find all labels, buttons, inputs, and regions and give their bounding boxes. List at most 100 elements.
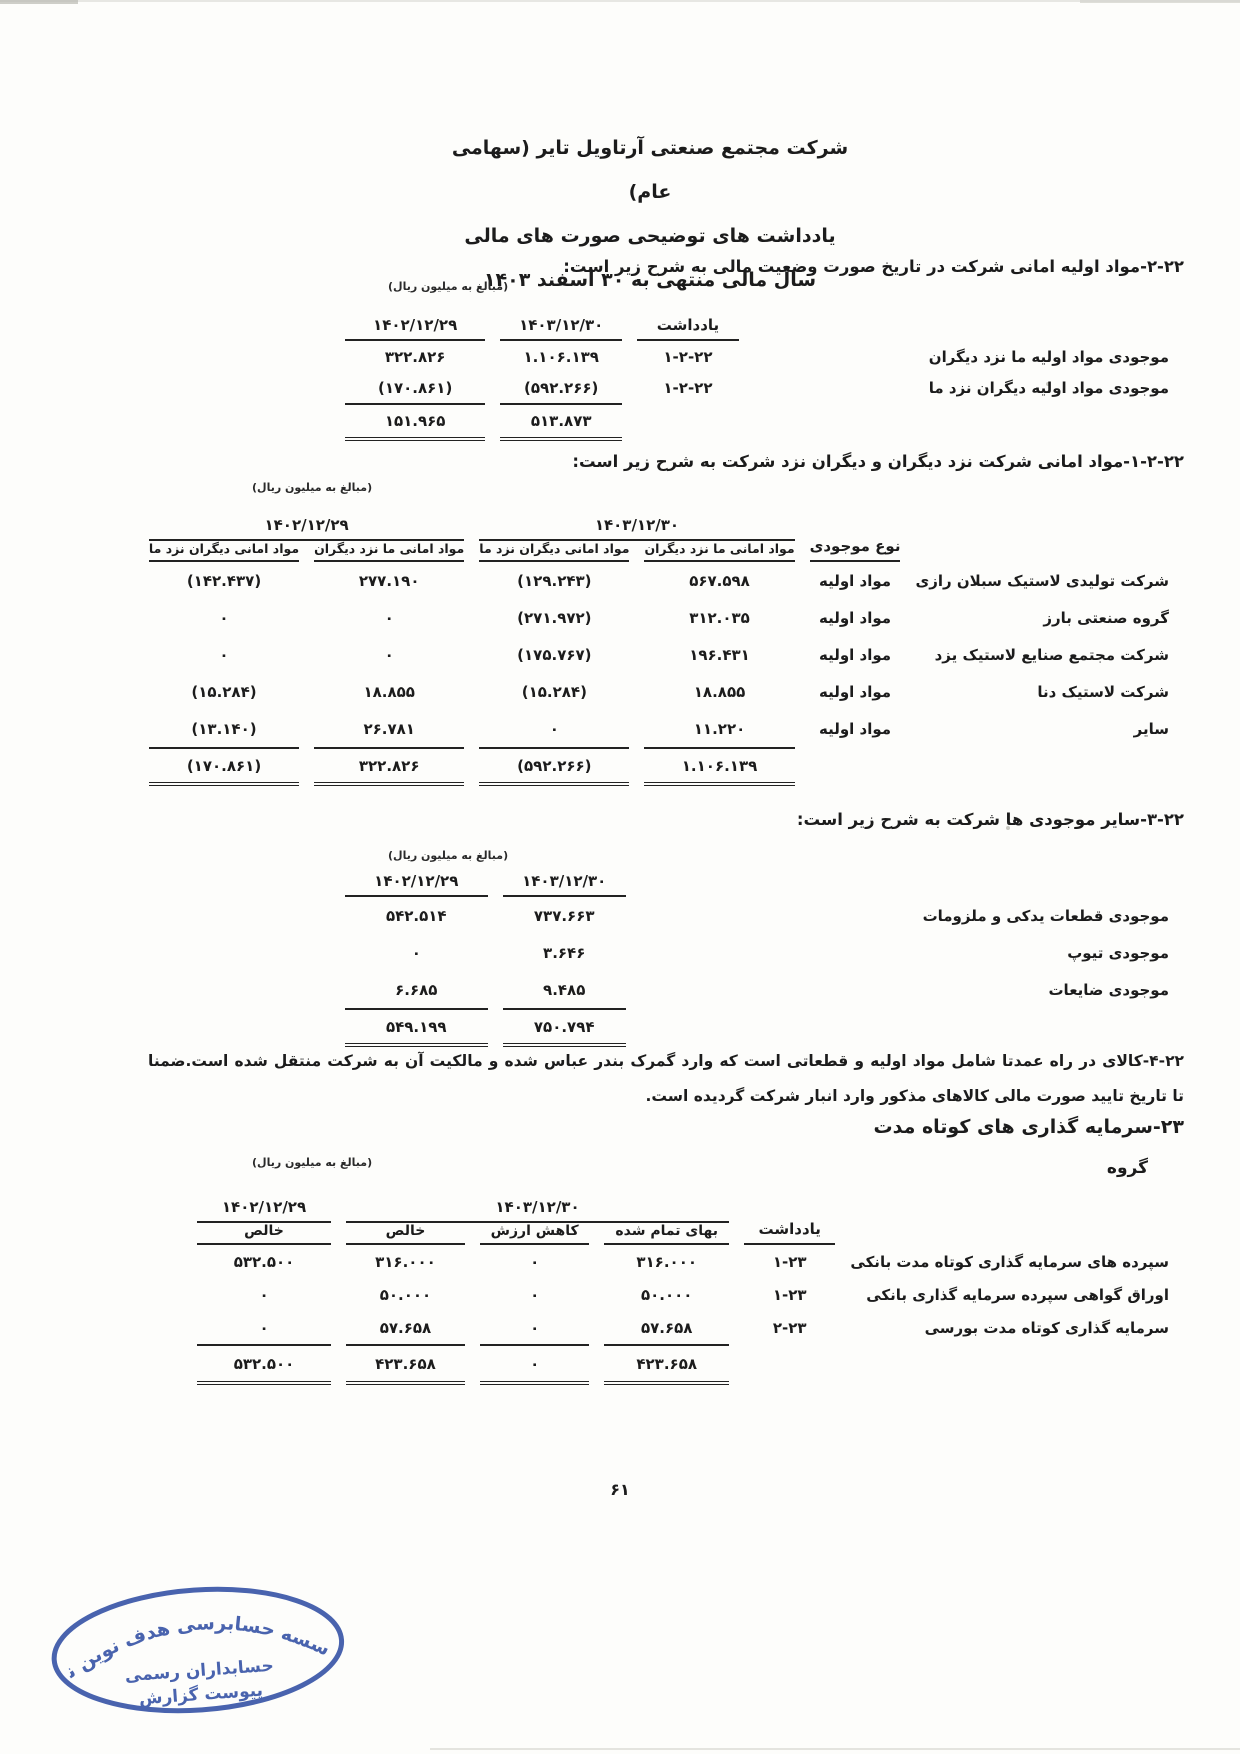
amount: (۱۲۹.۲۴۳) [517,571,592,590]
amount: ۱۸.۸۵۵ [693,682,746,701]
total-amount: ۱.۱۰۶.۱۳۹ [644,747,795,786]
amount-net: ۵۷.۶۵۸ [379,1318,432,1337]
subheader-theirs-1403: مواد امانی دیگران نزد ما [479,541,630,562]
empty-cell [744,1344,835,1385]
page-number: ۶۱ [610,1480,630,1499]
empty-cell [754,403,1169,441]
amount: ۱۹۶.۴۳۱ [689,645,750,664]
total-amount: (۵۹۲.۲۶۶) [479,747,630,786]
amount: (۱۵.۲۸۴) [191,682,257,701]
amount-1403: ۷۳۷.۶۶۳ [533,906,595,925]
amounts-unit-note: (مبالغ به میلیون ریال) [388,280,509,293]
amount-impairment: ۰ [530,1285,540,1304]
scan-edge-artifact [430,1748,1240,1750]
table-row: موجودی ضایعات ۹.۴۸۵ ۶.۶۸۵ [345,971,1169,1008]
amount-1403: ۹.۴۸۵ [543,980,586,999]
total-1403: ۷۵۰.۷۹۴ [502,1008,626,1047]
amount-net: ۵۰.۰۰۰ [379,1285,432,1304]
total-1402: ۱۵۱.۹۶۵ [345,403,486,441]
table-total-row: ۵۱۳.۸۷۳ ۱۵۱.۹۶۵ [345,403,1169,441]
table-subheader-row: مواد امانی ما نزد دیگران مواد امانی دیگر… [148,541,1169,562]
empty-header [641,872,1169,897]
empty-cell [915,747,1169,786]
table-group-header-row: یادداشت ۱۴۰۳/۱۲/۳۰ ۱۴۰۲/۱۲/۲۹ [197,1188,1169,1245]
inventory-type: مواد اولیه [819,645,892,664]
scan-speck [1006,826,1010,830]
row-label: موجودی ضایعات [1048,980,1169,999]
table-row: گروه صنعتی بارز مواد اولیه ۳۱۲.۰۳۵ (۲۷۱.… [149,599,1169,636]
scan-smudge [0,0,78,4]
amount-impairment: ۰ [530,1252,540,1271]
table-row: شرکت مجتمع صنایع لاستیک یزد مواد اولیه ۱… [149,636,1169,673]
amount: (۱۳.۱۴۰) [191,719,257,738]
amount: ۰ [384,645,394,664]
note-ref: ۱-۲-۲۲ [663,347,713,366]
note-22-2-1-title: ۱-۲-۲۲-مواد امانی شرکت نزد دیگران و دیگر… [572,452,1184,471]
date-column-header-1402: ۱۴۰۲/۱۲/۲۹ [345,316,486,341]
fiscal-period: سال مالی منتهی به ۳۰ اسفند ۱۴۰۳ [483,269,817,291]
empty-cell [850,1344,1169,1385]
auditor-stamp: موسسه حسابرسی هدف نوین نگر حسابداران رسم… [41,1570,345,1714]
note-22-4-paragraph: ۴-۲۲-کالای در راه عمدتا شامل مواد اولیه … [148,1052,1184,1105]
total-impairment: ۰ [479,1344,590,1385]
amount: ۰ [219,608,229,627]
scan-smudge [1080,0,1240,3]
row-label: موجودی قطعات یدکی و ملزومات [922,906,1169,925]
amount: (۱۵.۲۸۴) [521,682,587,701]
total-cost: ۴۲۳.۶۵۸ [604,1344,729,1385]
note-ref: ۲-۲۳ [772,1318,807,1337]
subheader-theirs-1402: مواد امانی دیگران نزد ما [148,541,300,562]
note-ref: ۱-۲۳ [772,1285,807,1304]
amount-net-prior: ۰ [259,1285,269,1304]
note-ref: ۱-۲۳ [772,1252,807,1271]
note-22-2-table: یادداشت ۱۴۰۳/۱۲/۳۰ ۱۴۰۲/۱۲/۲۹ موجودی موا… [330,316,1184,441]
table-header-row: یادداشت ۱۴۰۳/۱۲/۳۰ ۱۴۰۲/۱۲/۲۹ [345,316,1169,341]
inventory-type: مواد اولیه [819,608,892,627]
amount: (۱۷۵.۷۶۷) [517,645,592,664]
empty-cell [641,1008,1169,1047]
date-group-header-1402: ۱۴۰۲/۱۲/۲۹ [148,504,465,541]
table-row: اوراق گواهی سپرده سرمایه گذاری بانکی ۱-۲… [197,1278,1169,1311]
table-row: شرکت لاستیک دنا مواد اولیه ۱۸.۸۵۵ (۱۵.۲۸… [149,673,1169,710]
note-ref: ۱-۲-۲۲ [663,378,713,397]
note-23-title: ۲۳-سرمایه گذاری های کوتاه مدت [873,1116,1185,1138]
amounts-unit-note: (مبالغ به میلیون ریال) [388,849,509,862]
empty-cell [637,403,739,441]
date-column-header-1402: ۱۴۰۲/۱۲/۲۹ [345,872,488,897]
table-total-row: ۷۵۰.۷۹۴ ۵۴۹.۱۹۹ [345,1008,1169,1047]
table-total-row: ۴۲۳.۶۵۸ ۰ ۴۲۳.۶۵۸ ۵۳۲.۵۰۰ [197,1344,1169,1385]
note-23-table: یادداشت ۱۴۰۳/۱۲/۳۰ ۱۴۰۲/۱۲/۲۹ بهای تمام … [182,1188,1184,1385]
table-row: موجودی تیوپ ۳.۶۴۶ ۰ [345,934,1169,971]
total-net-prior: ۵۳۲.۵۰۰ [197,1344,332,1385]
note-22-2-1-table: نوع موجودی ۱۴۰۳/۱۲/۳۰ ۱۴۰۲/۱۲/۲۹ مواد ام… [134,504,1184,786]
row-label: گروه صنعتی بارز [1043,608,1169,627]
amount-net-prior: ۰ [259,1318,269,1337]
row-label: موجودی مواد اولیه دیگران نزد ما [928,378,1169,397]
amount: ۲۷۷.۱۹۰ [358,571,420,590]
report-subtitle: یادداشت های توضیحی صورت های مالی [464,225,836,247]
table-row: موجودی مواد اولیه دیگران نزد ما ۱-۲-۲۲ (… [345,372,1169,403]
scan-speck [1046,382,1050,386]
row-label: اوراق گواهی سپرده سرمایه گذاری بانکی [866,1285,1169,1304]
table-row: شرکت تولیدی لاستیک سبلان رازی مواد اولیه… [149,562,1169,599]
table-row: سرمایه گذاری کوتاه مدت بورسی ۲-۲۳ ۵۷.۶۵۸… [197,1311,1169,1344]
amount-cost: ۳۱۶.۰۰۰ [636,1252,698,1271]
total-net: ۴۲۳.۶۵۸ [346,1344,465,1385]
amount-impairment: ۰ [530,1318,540,1337]
date-group-header-1403: ۱۴۰۳/۱۲/۳۰ [479,504,795,541]
subheader-cost: بهای تمام شده [604,1223,729,1245]
total-1402: ۵۴۹.۱۹۹ [345,1008,488,1047]
amount: ۲۶.۷۸۱ [363,719,415,738]
inventory-type-header: نوع موجودی [809,504,901,562]
note-column-header: یادداشت [743,1188,836,1245]
group-label: گروه [1106,1158,1148,1178]
empty-header [850,1188,1169,1245]
total-amount: (۱۷۰.۸۶۱) [148,747,300,786]
amount-1402: ۵۴۲.۵۱۴ [385,906,447,925]
amount-1403: ۱.۱۰۶.۱۳۹ [523,347,599,366]
amount: ۱۱.۲۲۰ [693,719,746,738]
amount-1403: ۳.۶۴۶ [543,943,586,962]
amount-1402: ۳۲۲.۸۲۶ [384,347,446,366]
subheader-net-prior: خالص [197,1223,332,1245]
